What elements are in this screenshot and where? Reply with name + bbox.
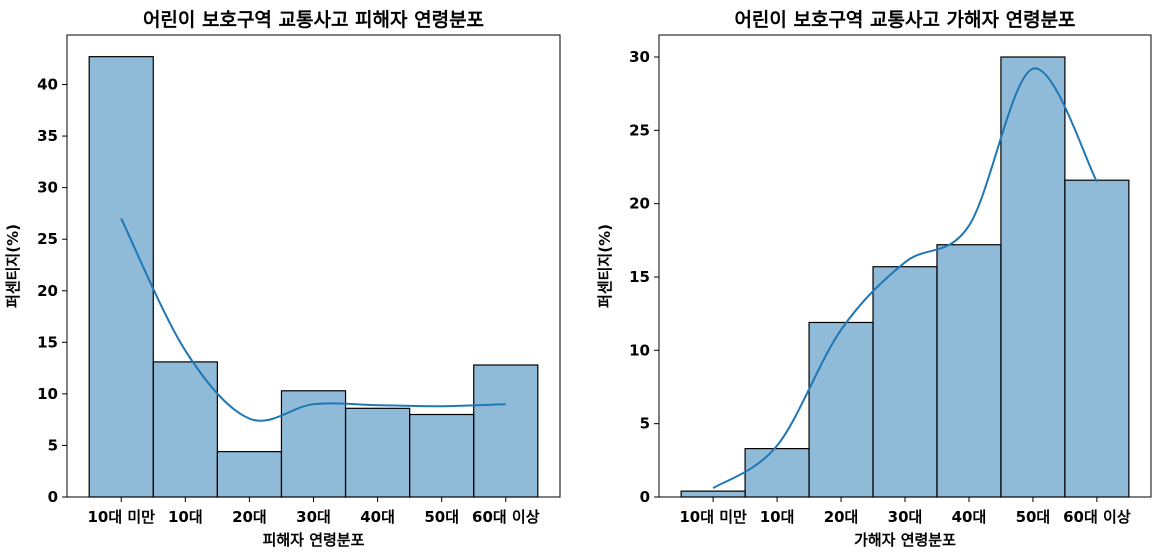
offender-ytick-label: 30 [629, 48, 650, 66]
offender-ytick-label: 25 [629, 121, 650, 139]
victim-ytick-label: 40 [37, 76, 58, 94]
victim-xtick-label: 30대 [296, 508, 331, 526]
victim-ytick-label: 25 [37, 230, 58, 248]
offender-ytick-label: 15 [629, 268, 650, 286]
offender-x-axis-label: 가해자 연령분포 [854, 531, 956, 549]
victim-xtick-label: 20대 [232, 508, 267, 526]
offender-bar-0 [680, 490, 746, 498]
victim-bar-0 [88, 56, 154, 498]
offender-bar-1 [744, 448, 810, 498]
victim-ytick-label: 15 [37, 333, 58, 351]
victim-kde-line [120, 218, 506, 422]
victim-ytick-label: 20 [37, 282, 58, 300]
offender-ytick-label: 20 [629, 195, 650, 213]
victim-ytick-label: 5 [48, 436, 58, 454]
offender-xtick-label: 10대 [760, 508, 795, 526]
offender-xtick-label: 30대 [888, 508, 923, 526]
victim-ytick-label: 30 [37, 179, 58, 197]
offender-kde-line [712, 67, 1098, 490]
offender-bar-2 [808, 321, 874, 498]
offender-bar-5 [1000, 56, 1066, 498]
offender-xtick-label: 10대 미만 [679, 508, 747, 526]
victim-bar-6 [473, 364, 539, 498]
offender-xtick-label: 20대 [824, 508, 859, 526]
victim-bar-3 [280, 390, 347, 498]
victim-xtick-label: 10대 미만 [87, 508, 155, 526]
offender-bar-6 [1064, 179, 1130, 498]
offender-xtick-label: 50대 [1016, 508, 1051, 526]
victim-y-axis-label: 퍼센티지(%) [4, 224, 22, 308]
offender-bar-3 [872, 266, 938, 498]
offender-ytick-label: 5 [640, 415, 650, 433]
offender-ytick-label: 0 [640, 488, 650, 506]
victim-bar-5 [409, 413, 475, 498]
victim-ytick-label: 35 [37, 127, 58, 145]
victim-ytick-label: 10 [37, 385, 58, 403]
victim-chart-title: 어린이 보호구역 교통사고 피해자 연령분포 [143, 9, 484, 31]
offender-xtick-label: 40대 [952, 508, 987, 526]
victim-ytick-label: 0 [48, 488, 58, 506]
offender-chart-title: 어린이 보호구역 교통사고 가해자 연령분포 [734, 9, 1075, 31]
offender-age-chart: 0 5 10 15 20 25 30 10대 미만 10대 20대 30대 40대 50대 60대 이상 어… [596, 9, 1152, 549]
victim-x-axis-label: 피해자 연령분포 [263, 531, 365, 549]
offender-xtick-label: 60대 이상 [1063, 508, 1131, 526]
offender-bar-4 [936, 244, 1002, 498]
victim-xtick-label: 10대 [168, 508, 203, 526]
victim-age-chart: 0 5 10 15 20 25 30 35 40 10대 미만 10대 20대 30대 40대 50대 60대… [4, 9, 561, 549]
offender-y-axis-label: 퍼센티지(%) [596, 224, 614, 308]
victim-bar-2 [216, 451, 283, 498]
offender-ytick-label: 10 [629, 341, 650, 359]
victim-xtick-label: 50대 [424, 508, 459, 526]
victim-bar-4 [344, 407, 411, 498]
victim-bar-1 [152, 361, 218, 498]
victim-xtick-label: 40대 [360, 508, 395, 526]
victim-xtick-label: 60대 이상 [472, 508, 540, 526]
